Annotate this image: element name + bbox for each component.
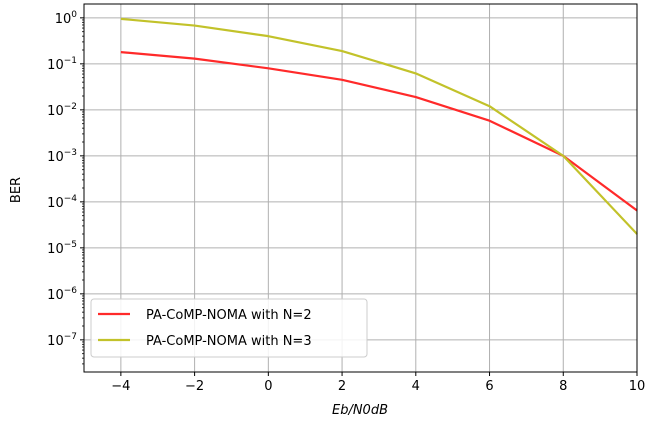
x-tick-label: 2 bbox=[338, 379, 346, 394]
y-tick-label: 10−6 bbox=[47, 286, 77, 303]
legend-box bbox=[90, 298, 368, 358]
y-tick-label: 100 bbox=[55, 10, 78, 27]
y-tick-label: 10−4 bbox=[47, 194, 77, 211]
y-tick-label: 10−3 bbox=[47, 148, 77, 165]
series-line-0 bbox=[120, 51, 638, 212]
y-tick-label: 10−2 bbox=[47, 102, 77, 119]
grid-lines bbox=[84, 4, 638, 372]
x-tick-label: 8 bbox=[559, 379, 567, 394]
x-tick-label: 10 bbox=[629, 379, 646, 394]
x-tick-label: 4 bbox=[412, 379, 420, 394]
x-tick-label: 6 bbox=[485, 379, 493, 394]
y-tick-label: 10−7 bbox=[47, 332, 77, 349]
y-axis-label: BER bbox=[9, 177, 24, 203]
y-tick-label: 10−5 bbox=[47, 240, 77, 257]
y-tick-label: 10−1 bbox=[47, 56, 77, 73]
legend-label-n3: PA-CoMP-NOMA with N=3 bbox=[146, 334, 312, 349]
x-tick-label: 0 bbox=[264, 379, 272, 394]
data-lines bbox=[120, 17, 638, 235]
legend: PA-CoMP-NOMA with N=2 PA-CoMP-NOMA with … bbox=[90, 298, 368, 358]
legend-label-n2: PA-CoMP-NOMA with N=2 bbox=[146, 308, 312, 323]
x-tick-label: −4 bbox=[111, 379, 130, 394]
series-line-1 bbox=[120, 17, 638, 235]
axis-ticks: −4 −2 0 2 4 6 8 10 10−7 10−6 10−5 10−4 10−3 10−2 10−1 1… bbox=[47, 10, 645, 394]
x-axis-label: Eb/N0dB bbox=[332, 403, 388, 418]
x-tick-label: −2 bbox=[185, 379, 204, 394]
